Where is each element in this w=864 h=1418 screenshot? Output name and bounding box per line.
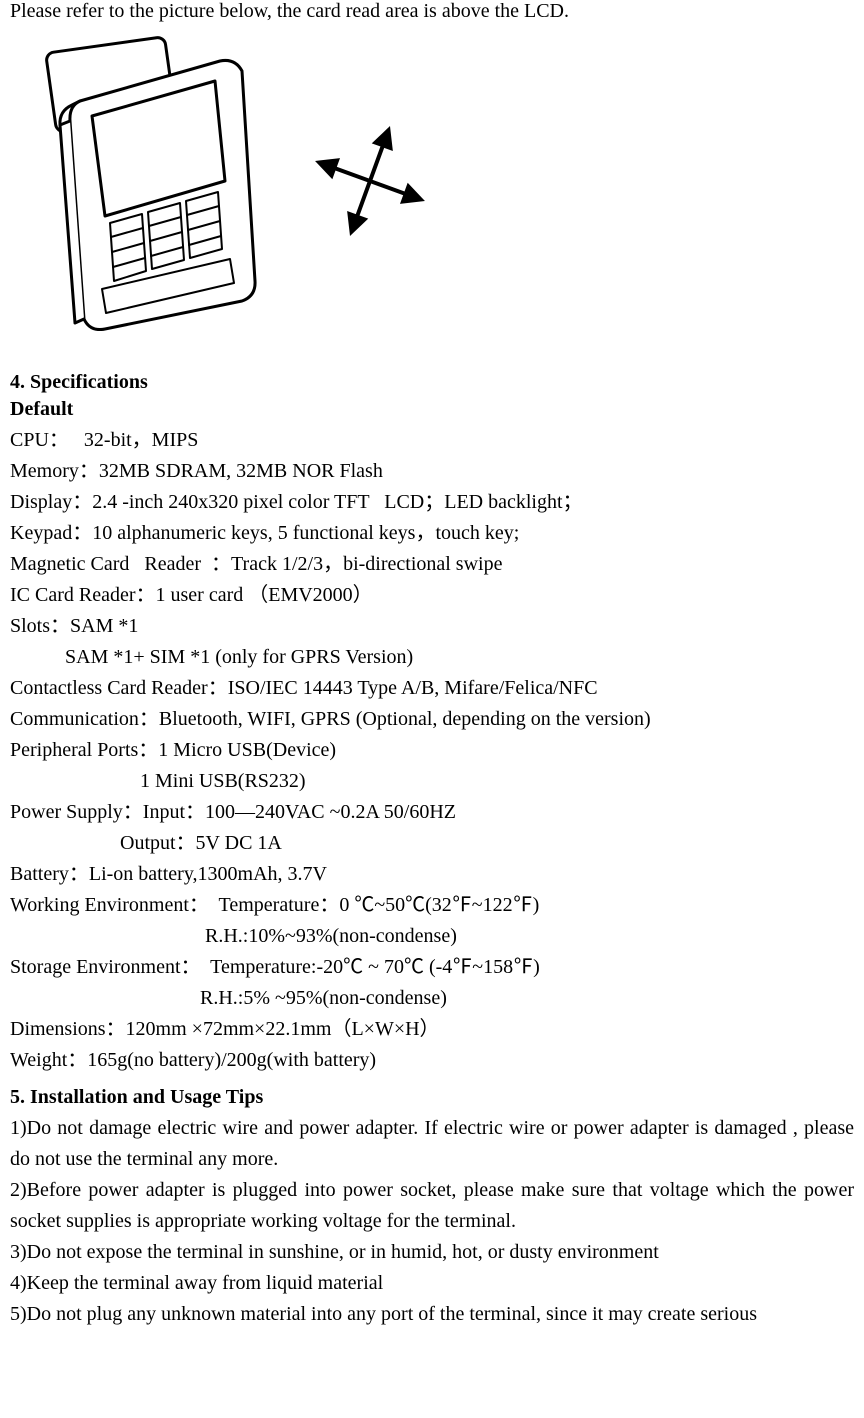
tip-line: 1)Do not damage electric wire and power … — [10, 1113, 854, 1175]
spec-line: 1 Mini USB(RS232) — [10, 766, 854, 797]
spec-line: Display：2.4 -inch 240x320 pixel color TF… — [10, 487, 854, 518]
spec-line: Power Supply：Input：100—240VAC ~0.2A 50/6… — [10, 797, 854, 828]
spec-line: Keypad：10 alphanumeric keys, 5 functiona… — [10, 518, 854, 549]
spec-line: Communication：Bluetooth, WIFI, GPRS (Opt… — [10, 704, 854, 735]
figure-area — [20, 31, 854, 331]
spec-line: Output：5V DC 1A — [10, 828, 854, 859]
spec-line: Dimensions：120mm ×72mm×22.1mm（L×W×H） — [10, 1014, 854, 1045]
spec-list: CPU： 32-bit，MIPSMemory：32MB SDRAM, 32MB … — [10, 425, 854, 1076]
spec-line: Memory：32MB SDRAM, 32MB NOR Flash — [10, 456, 854, 487]
spec-line: Slots：SAM *1 — [10, 611, 854, 642]
spec-line: IC Card Reader：1 user card （EMV2000） — [10, 580, 854, 611]
tip-line: 5)Do not plug any unknown material into … — [10, 1299, 854, 1330]
spec-line: R.H.:10%~93%(non-condense) — [10, 921, 854, 952]
spec-line: Magnetic Card Reader ：Track 1/2/3，bi-dir… — [10, 549, 854, 580]
section4-heading: 4. Specifications — [10, 371, 854, 394]
section4-subheading: Default — [10, 398, 854, 421]
spec-line: R.H.:5% ~95%(non-condense) — [10, 983, 854, 1014]
tip-line: 4)Keep the terminal away from liquid mat… — [10, 1268, 854, 1299]
spec-line: Peripheral Ports：1 Micro USB(Device) — [10, 735, 854, 766]
spec-line: Working Environment： Temperature：0 ℃~50℃… — [10, 890, 854, 921]
spec-line: SAM *1+ SIM *1 (only for GPRS Version) — [10, 642, 854, 673]
spec-line: Contactless Card Reader：ISO/IEC 14443 Ty… — [10, 673, 854, 704]
spec-line: Weight：165g(no battery)/200g(with batter… — [10, 1045, 854, 1076]
spec-line: CPU： 32-bit，MIPS — [10, 425, 854, 456]
tip-line: 2)Before power adapter is plugged into p… — [10, 1175, 854, 1237]
tips-list: 1)Do not damage electric wire and power … — [10, 1113, 854, 1330]
device-illustration — [20, 31, 260, 331]
section5-heading: 5. Installation and Usage Tips — [10, 1086, 854, 1109]
intro-text: Please refer to the picture below, the c… — [10, 0, 854, 23]
tip-line: 3)Do not expose the terminal in sunshine… — [10, 1237, 854, 1268]
spec-line: Battery：Li-on battery,1300mAh, 3.7V — [10, 859, 854, 890]
direction-arrows-icon — [310, 121, 430, 241]
spec-line: Storage Environment： Temperature:-20℃ ~ … — [10, 952, 854, 983]
